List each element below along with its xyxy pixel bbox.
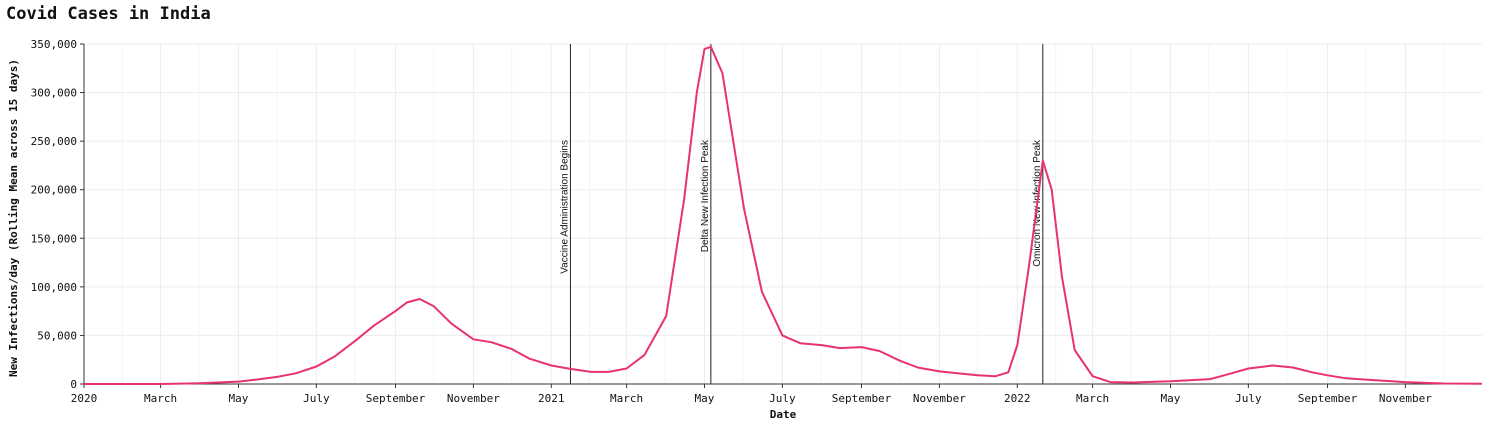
x-tick-label: March [610, 392, 643, 405]
annotation-label: Vaccine Administration Begins [559, 140, 570, 274]
x-tick-label: November [913, 392, 966, 405]
x-tick-label: May [1161, 392, 1181, 405]
x-tick-label: 2020 [71, 392, 98, 405]
y-tick-label: 200,000 [31, 184, 77, 197]
x-tick-label: March [1076, 392, 1109, 405]
y-tick-label: 250,000 [31, 135, 77, 148]
x-tick-label: July [1235, 392, 1262, 405]
x-tick-label: May [695, 392, 715, 405]
x-tick-label: September [366, 392, 426, 405]
x-tick-label: September [832, 392, 892, 405]
y-tick-labels: 0 50,000 100,000 150,000 200,000 250,000 300,0… [31, 38, 84, 391]
x-tick-label: November [1379, 392, 1432, 405]
x-tick-label: July [769, 392, 796, 405]
y-tick-label: 100,000 [31, 281, 77, 294]
y-tick-label: 50,000 [37, 329, 77, 342]
y-axis-label: New Infections/day (Rolling Mean across … [7, 59, 20, 377]
axes [83, 44, 1482, 385]
chart-title: Covid Cases in India [6, 4, 211, 24]
x-tick-label: July [303, 392, 330, 405]
series-line [84, 45, 1483, 385]
x-tick-labels: 2020 March May July September November 2021 Mar… [71, 384, 1432, 405]
x-axis-label: Date [770, 408, 797, 421]
y-tick-label: 350,000 [31, 38, 77, 51]
y-tick-label: 0 [70, 378, 77, 391]
x-tick-label: 2022 [1004, 392, 1031, 405]
y-tick-label: 300,000 [31, 87, 77, 100]
x-tick-label: 2021 [538, 392, 565, 405]
x-tick-label: September [1298, 392, 1358, 405]
x-tick-label: March [144, 392, 177, 405]
annotation-lines: Vaccine Administration Begins Delta New I… [559, 44, 1044, 384]
annotation-label: Delta New Infection Peak [700, 139, 711, 252]
x-tick-label: May [229, 392, 249, 405]
x-tick-label: November [447, 392, 500, 405]
y-tick-label: 150,000 [31, 232, 77, 245]
grid-lines [83, 43, 1482, 385]
